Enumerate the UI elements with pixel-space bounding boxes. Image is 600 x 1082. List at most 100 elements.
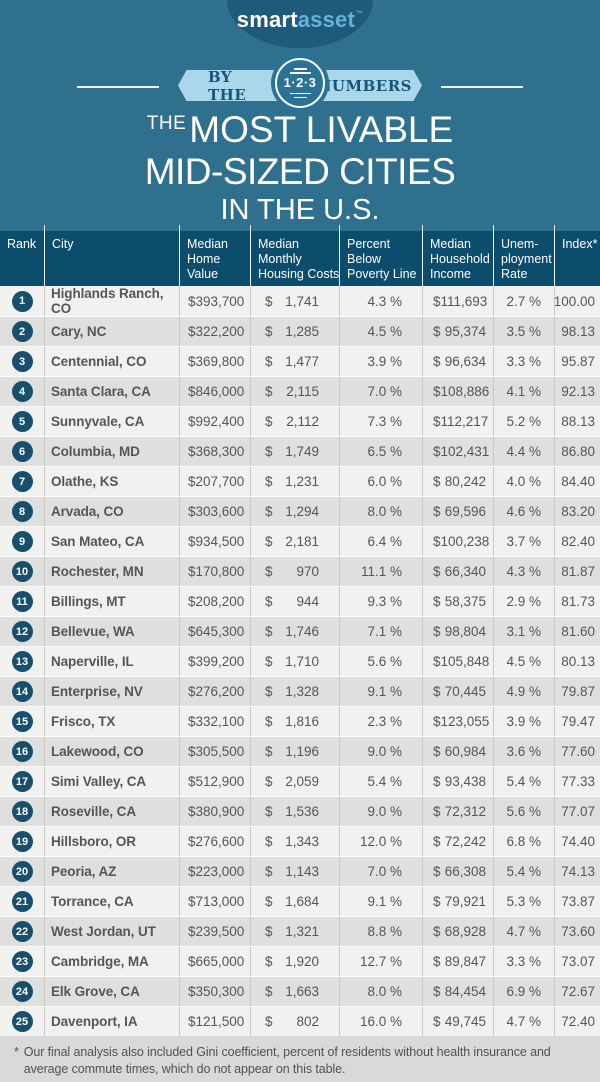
table-row: 11 Billings, MT $208,200 $944 9.3 % $58,375 2.… — [0, 586, 600, 616]
monthly-housing-cell: $1,749 — [250, 437, 339, 466]
monthly-housing-cell: $1,321 — [250, 917, 339, 946]
rank-badge: 18 — [11, 801, 33, 822]
dollar-sign: $ — [265, 444, 273, 459]
title-line-1-text: MOST LIVABLE — [189, 109, 454, 150]
rank-cell: 22 — [0, 917, 44, 946]
income-cell: $123,055 — [422, 707, 493, 736]
dollar-sign: $ — [265, 774, 273, 789]
rank-cell: 8 — [0, 497, 44, 526]
table-row: 9 San Mateo, CA $934,500 $2,181 6.4 % $100,23… — [0, 526, 600, 556]
income-cell: $66,308 — [422, 857, 493, 886]
monthly-housing-cell: $1,328 — [250, 677, 339, 706]
header-cell-percent-below-poverty-line: Percent Below Poverty Line — [339, 225, 422, 286]
index-cell: 73.07 — [554, 947, 600, 976]
unemployment-cell: 4.3 % — [493, 557, 554, 586]
logo-word-asset: asset — [297, 7, 355, 32]
city-cell: Arvada, CO — [44, 497, 179, 526]
income-cell: $111,693 — [422, 286, 493, 316]
dollar-sign: $ — [188, 414, 196, 429]
amount: 121,500 — [195, 1014, 245, 1029]
rank-badge: 23 — [11, 951, 33, 972]
logo-text: smartasset™ — [237, 7, 363, 48]
index-cell: 86.80 — [554, 437, 600, 466]
table-row: 23 Cambridge, MA $665,000 $1,920 12.7 % $89,8… — [0, 946, 600, 976]
rank-cell: 3 — [0, 347, 44, 376]
unemployment-cell: 3.9 % — [493, 707, 554, 736]
index-cell: 72.40 — [554, 1007, 600, 1036]
amount: 70,445 — [444, 684, 486, 699]
badge-deco-line — [289, 92, 311, 94]
table-row: 18 Roseville, CA $380,900 $1,536 9.0 % $72,31… — [0, 796, 600, 826]
badge-circle: 1·2·3 — [271, 54, 329, 112]
home-value-cell: $239,500 — [179, 917, 250, 946]
monthly-housing-cell: $1,196 — [250, 737, 339, 766]
city-cell: Torrance, CA — [44, 887, 179, 916]
table-row: 20 Peoria, AZ $223,000 $1,143 7.0 % $66,308 5.… — [0, 856, 600, 886]
amount: 2,112 — [286, 414, 319, 429]
amount: 1,196 — [285, 744, 319, 759]
unemployment-cell: 2.9 % — [493, 587, 554, 616]
dollar-sign: $ — [188, 984, 196, 999]
poverty-cell: 12.7 % — [339, 947, 422, 976]
amount: 79,921 — [444, 894, 486, 909]
dollar-sign: $ — [265, 954, 273, 969]
header-cell-median-monthly-housing-costs: Median Monthly Housing Costs — [250, 225, 339, 286]
dollar-sign: $ — [188, 894, 196, 909]
amount: 123,055 — [440, 714, 490, 729]
home-value-cell: $332,100 — [179, 707, 250, 736]
unemployment-cell: 4.6 % — [493, 497, 554, 526]
city-cell: Rochester, MN — [44, 557, 179, 586]
poverty-cell: 8.0 % — [339, 497, 422, 526]
rank-badge: 12 — [11, 621, 33, 642]
rank-cell: 1 — [0, 286, 44, 316]
city-cell: Simi Valley, CA — [44, 767, 179, 796]
income-cell: $112,217 — [422, 407, 493, 436]
home-value-cell: $223,000 — [179, 857, 250, 886]
amount: 2,115 — [286, 384, 319, 399]
index-cell: 100.00 — [554, 286, 600, 316]
home-value-cell: $992,400 — [179, 407, 250, 436]
amount: 350,300 — [195, 984, 245, 999]
rank-cell: 4 — [0, 377, 44, 406]
home-value-cell: $303,600 — [179, 497, 250, 526]
income-cell: $72,312 — [422, 797, 493, 826]
logo-trademark: ™ — [355, 9, 364, 18]
dollar-sign: $ — [265, 594, 273, 609]
dollar-sign: $ — [433, 774, 441, 789]
city-cell: Santa Clara, CA — [44, 377, 179, 406]
home-value-cell: $380,900 — [179, 797, 250, 826]
index-cell: 88.13 — [554, 407, 600, 436]
home-value-cell: $121,500 — [179, 1007, 250, 1036]
page-title: THEMOST LIVABLE MID-SIZED CITIES IN THE … — [0, 103, 600, 227]
amount: 208,200 — [195, 594, 245, 609]
dollar-sign: $ — [188, 624, 196, 639]
home-value-cell: $276,600 — [179, 827, 250, 856]
unemployment-cell: 4.5 % — [493, 647, 554, 676]
dollar-sign: $ — [433, 714, 441, 729]
table-row: 22 West Jordan, UT $239,500 $1,321 8.8 % $68,… — [0, 916, 600, 946]
dollar-sign: $ — [433, 594, 441, 609]
rank-badge: 11 — [11, 591, 33, 612]
city-cell: Billings, MT — [44, 587, 179, 616]
amount: 1,684 — [285, 894, 319, 909]
income-cell: $108,886 — [422, 377, 493, 406]
amount: 1,746 — [285, 624, 319, 639]
dollar-sign: $ — [188, 293, 196, 309]
amount: 1,477 — [285, 354, 319, 369]
city-cell: Roseville, CA — [44, 797, 179, 826]
rank-badge: 20 — [11, 861, 33, 882]
unemployment-cell: 5.2 % — [493, 407, 554, 436]
rank-badge: 4 — [11, 381, 33, 402]
home-value-cell: $207,700 — [179, 467, 250, 496]
rank-badge: 2 — [11, 321, 33, 342]
index-cell: 77.07 — [554, 797, 600, 826]
rankings-table: Rank City Median Home Value Median Monthly Hous… — [0, 225, 600, 1036]
amount: 170,800 — [195, 564, 245, 579]
monthly-housing-cell: $2,059 — [250, 767, 339, 796]
table-row: 16 Lakewood, CO $305,500 $1,196 9.0 % $60,984… — [0, 736, 600, 766]
amount: 108,886 — [440, 384, 490, 399]
dollar-sign: $ — [433, 834, 441, 849]
rank-cell: 10 — [0, 557, 44, 586]
income-cell: $105,848 — [422, 647, 493, 676]
unemployment-cell: 3.3 % — [493, 347, 554, 376]
